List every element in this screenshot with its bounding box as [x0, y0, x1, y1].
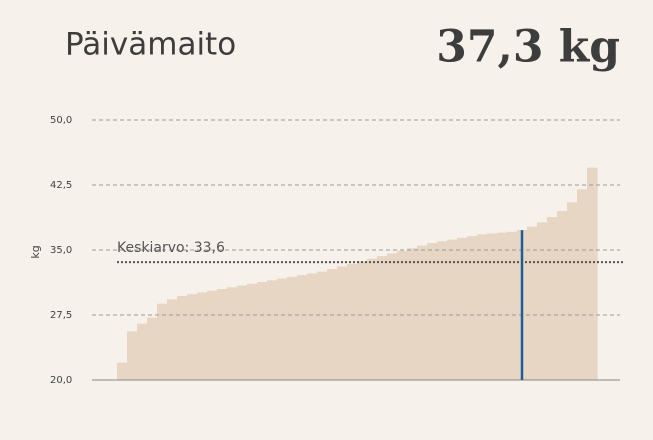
- bar: [257, 282, 268, 380]
- bar: [177, 295, 188, 380]
- bar: [507, 231, 518, 380]
- bar: [267, 280, 278, 380]
- y-tick-label: 35,0: [50, 245, 72, 256]
- bar: [347, 263, 358, 380]
- bar: [157, 303, 168, 380]
- bar: [437, 241, 448, 380]
- bar: [407, 248, 418, 380]
- bar: [207, 290, 218, 380]
- bar: [387, 253, 398, 380]
- y-tick-label: 20,0: [50, 375, 72, 386]
- bar: [467, 236, 478, 380]
- bar: [537, 222, 548, 380]
- current-value: 37,3 kg: [436, 22, 620, 73]
- bar: [477, 234, 488, 380]
- bar: [427, 243, 438, 380]
- bar: [377, 256, 388, 380]
- y-tick-label: 42,5: [50, 180, 72, 191]
- bar: [247, 283, 258, 380]
- y-tick-label: 50,0: [50, 115, 72, 126]
- bar: [367, 258, 378, 380]
- bar: [487, 233, 498, 380]
- bar: [187, 294, 198, 380]
- bar: [217, 289, 228, 380]
- bar: [227, 287, 238, 380]
- bar: [557, 211, 568, 380]
- bar: [277, 278, 288, 380]
- bar: [577, 189, 588, 380]
- bar: [237, 285, 248, 380]
- bar: [457, 237, 468, 380]
- bar: [567, 202, 578, 380]
- bar: [547, 217, 558, 380]
- bar: [317, 271, 328, 380]
- bar: [197, 292, 208, 380]
- bar: [127, 331, 138, 380]
- chart-title: Päivämaito: [65, 27, 236, 63]
- bar: [527, 226, 538, 380]
- y-tick-label: 27,5: [50, 310, 72, 321]
- bar: [147, 317, 158, 380]
- bar: [167, 299, 178, 380]
- bar: [297, 275, 308, 380]
- bar: [137, 323, 148, 380]
- bar: [447, 239, 458, 380]
- bar: [287, 276, 298, 380]
- bar: [497, 232, 508, 380]
- bar: [327, 269, 338, 380]
- bar: [587, 167, 598, 380]
- mean-label: Keskiarvo: 33,6: [117, 240, 225, 256]
- bar: [307, 273, 318, 380]
- bar: [417, 245, 428, 380]
- bar: [357, 261, 368, 380]
- bar: [337, 266, 348, 380]
- y-axis-label: kg: [29, 245, 42, 258]
- bar: [117, 362, 128, 380]
